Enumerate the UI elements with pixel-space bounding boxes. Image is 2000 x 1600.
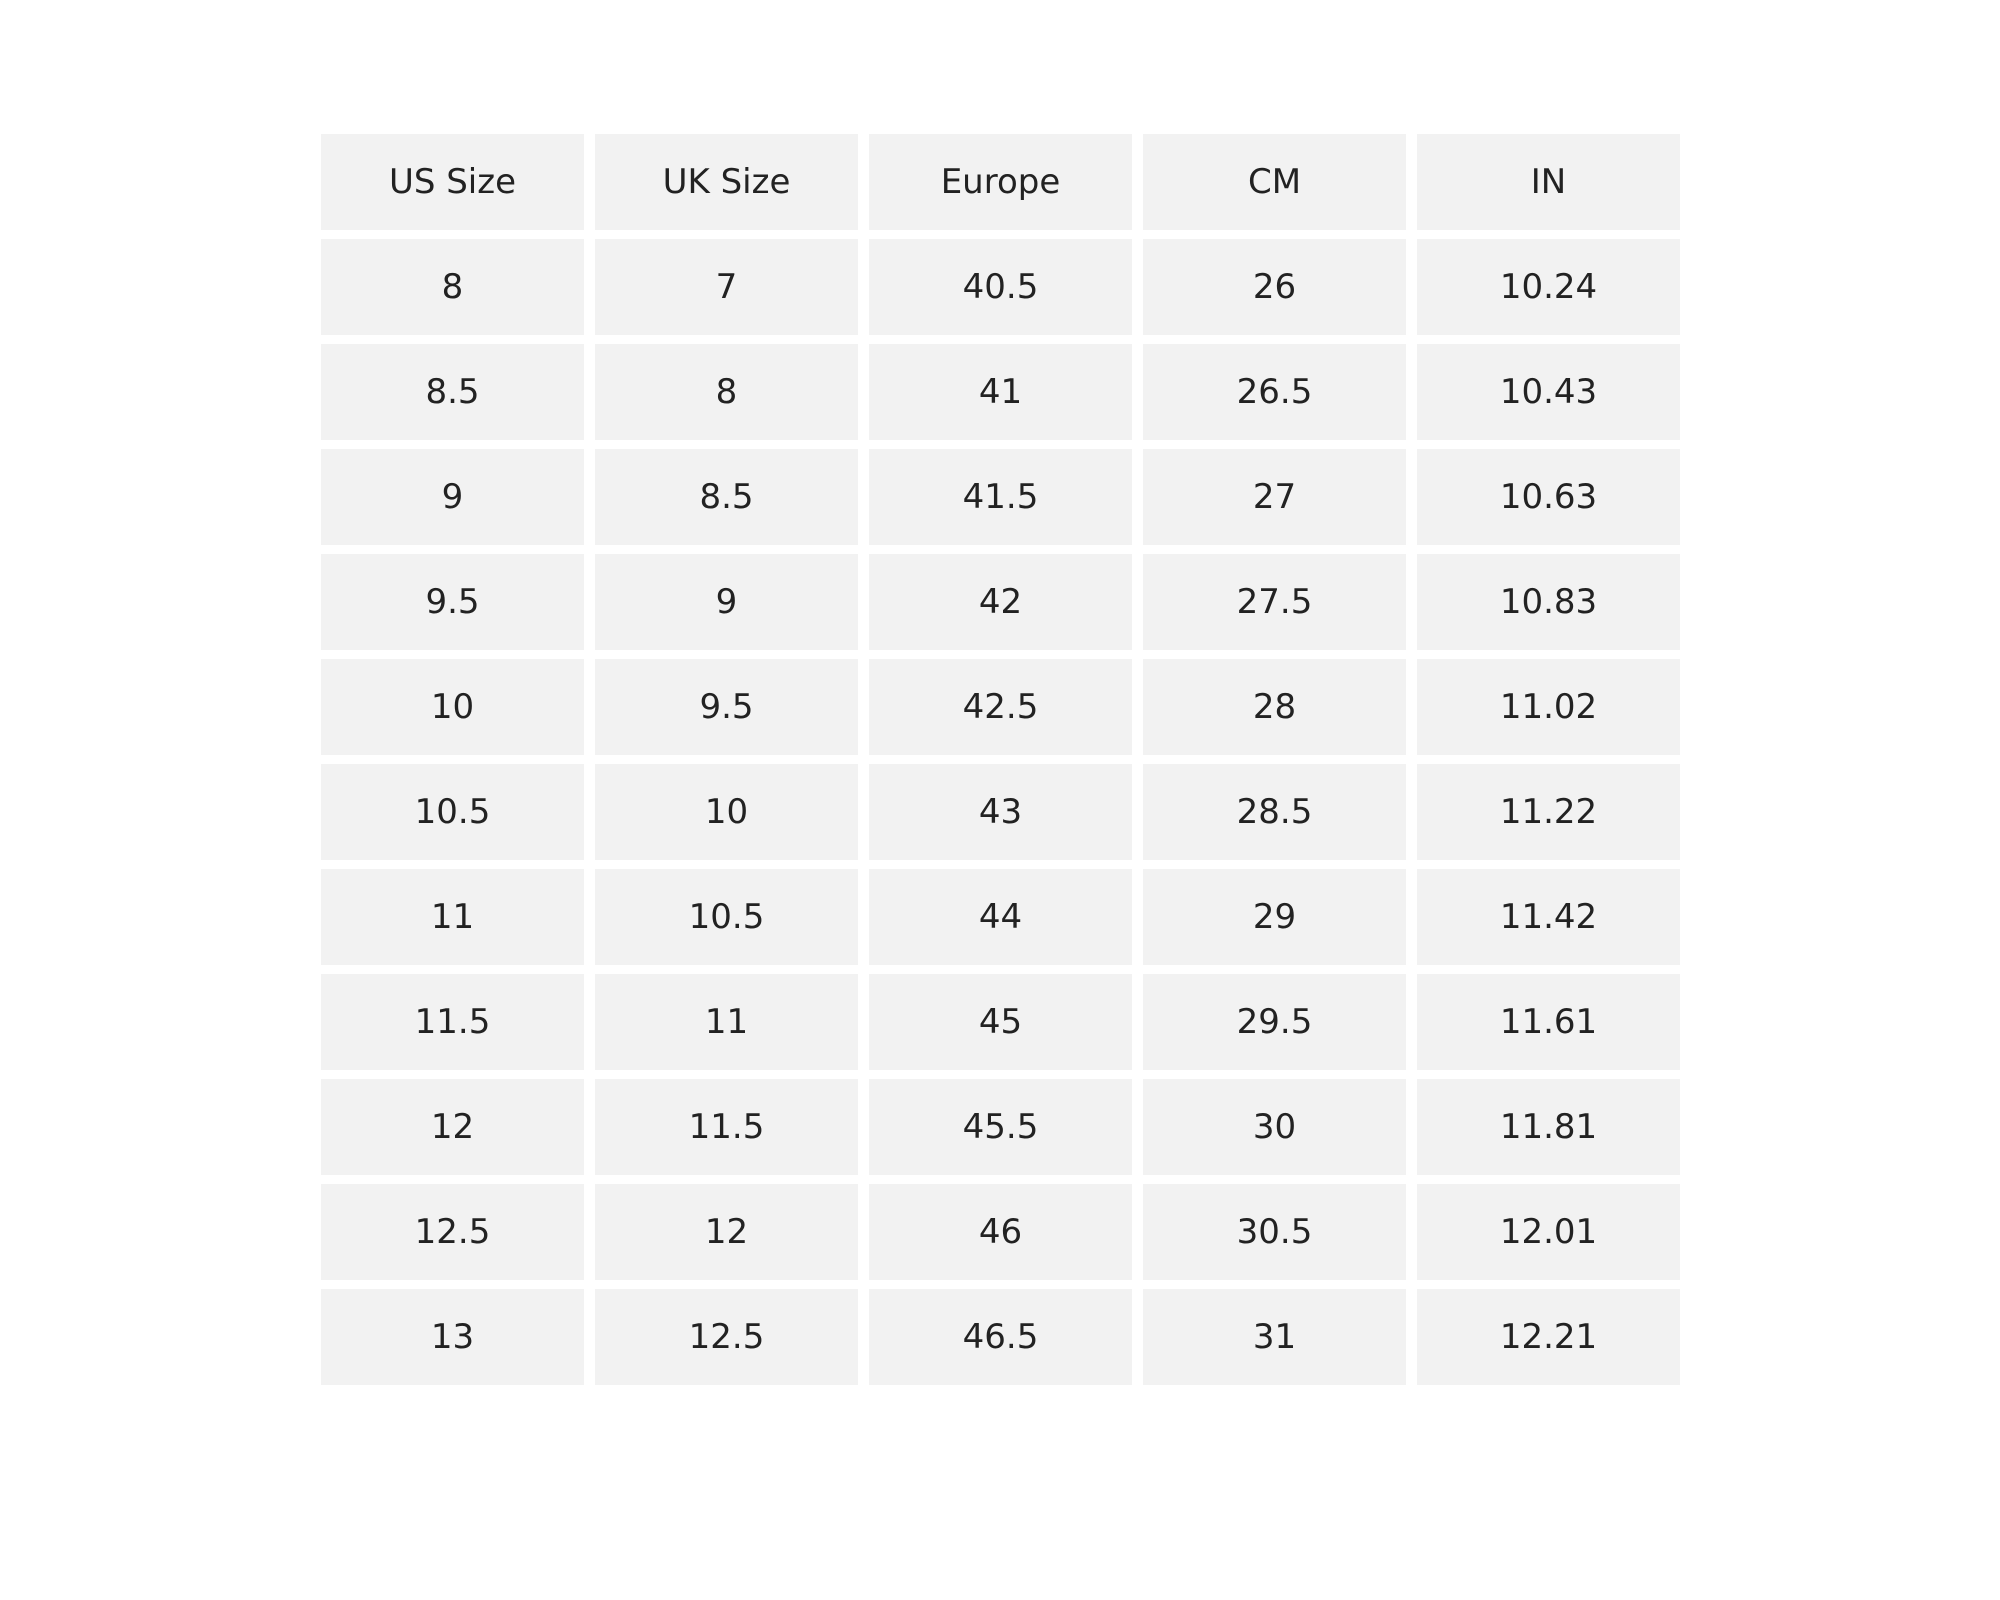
table-cell: 31 bbox=[1143, 1289, 1406, 1385]
table-cell: 11.42 bbox=[1417, 869, 1680, 965]
table-cell: 46 bbox=[869, 1184, 1132, 1280]
table-cell: 11 bbox=[321, 869, 584, 965]
table-cell: 11.61 bbox=[1417, 974, 1680, 1070]
table-cell: 10.43 bbox=[1417, 344, 1680, 440]
table-cell: 30.5 bbox=[1143, 1184, 1406, 1280]
header-cell: Europe bbox=[869, 134, 1132, 230]
table-cell: 41 bbox=[869, 344, 1132, 440]
table-cell: 43 bbox=[869, 764, 1132, 860]
table-cell: 11.02 bbox=[1417, 659, 1680, 755]
table-cell: 10 bbox=[595, 764, 858, 860]
table-cell: 46.5 bbox=[869, 1289, 1132, 1385]
table-cell: 10.5 bbox=[595, 869, 858, 965]
table-cell: 28.5 bbox=[1143, 764, 1406, 860]
table-cell: 11.22 bbox=[1417, 764, 1680, 860]
table-cell: 11.5 bbox=[321, 974, 584, 1070]
table-cell: 28 bbox=[1143, 659, 1406, 755]
table-cell: 27.5 bbox=[1143, 554, 1406, 650]
table-cell: 10.24 bbox=[1417, 239, 1680, 335]
table-cell: 10.5 bbox=[321, 764, 584, 860]
table-cell: 12.5 bbox=[321, 1184, 584, 1280]
table-cell: 41.5 bbox=[869, 449, 1132, 545]
table-cell: 11 bbox=[595, 974, 858, 1070]
table-cell: 8.5 bbox=[595, 449, 858, 545]
table-cell: 26 bbox=[1143, 239, 1406, 335]
table-cell: 26.5 bbox=[1143, 344, 1406, 440]
table-cell: 44 bbox=[869, 869, 1132, 965]
header-cell: CM bbox=[1143, 134, 1406, 230]
table-cell: 45 bbox=[869, 974, 1132, 1070]
table-cell: 30 bbox=[1143, 1079, 1406, 1175]
table-cell: 9 bbox=[595, 554, 858, 650]
table-cell: 12 bbox=[595, 1184, 858, 1280]
table-cell: 9.5 bbox=[595, 659, 858, 755]
table-cell: 12.5 bbox=[595, 1289, 858, 1385]
table-cell: 9.5 bbox=[321, 554, 584, 650]
table-cell: 9 bbox=[321, 449, 584, 545]
table-cell: 11.5 bbox=[595, 1079, 858, 1175]
table-cell: 8 bbox=[595, 344, 858, 440]
table-cell: 29.5 bbox=[1143, 974, 1406, 1070]
table-cell: 7 bbox=[595, 239, 858, 335]
header-cell: IN bbox=[1417, 134, 1680, 230]
table-cell: 13 bbox=[321, 1289, 584, 1385]
table-cell: 11.81 bbox=[1417, 1079, 1680, 1175]
table-cell: 42 bbox=[869, 554, 1132, 650]
table-cell: 8 bbox=[321, 239, 584, 335]
table-cell: 40.5 bbox=[869, 239, 1132, 335]
table-cell: 29 bbox=[1143, 869, 1406, 965]
table-cell: 12.21 bbox=[1417, 1289, 1680, 1385]
table-cell: 12.01 bbox=[1417, 1184, 1680, 1280]
table-cell: 10 bbox=[321, 659, 584, 755]
table-cell: 8.5 bbox=[321, 344, 584, 440]
table-cell: 12 bbox=[321, 1079, 584, 1175]
table-cell: 10.63 bbox=[1417, 449, 1680, 545]
header-cell: UK Size bbox=[595, 134, 858, 230]
table-cell: 42.5 bbox=[869, 659, 1132, 755]
header-cell: US Size bbox=[321, 134, 584, 230]
table-cell: 45.5 bbox=[869, 1079, 1132, 1175]
table-cell: 10.83 bbox=[1417, 554, 1680, 650]
table-cell: 27 bbox=[1143, 449, 1406, 545]
